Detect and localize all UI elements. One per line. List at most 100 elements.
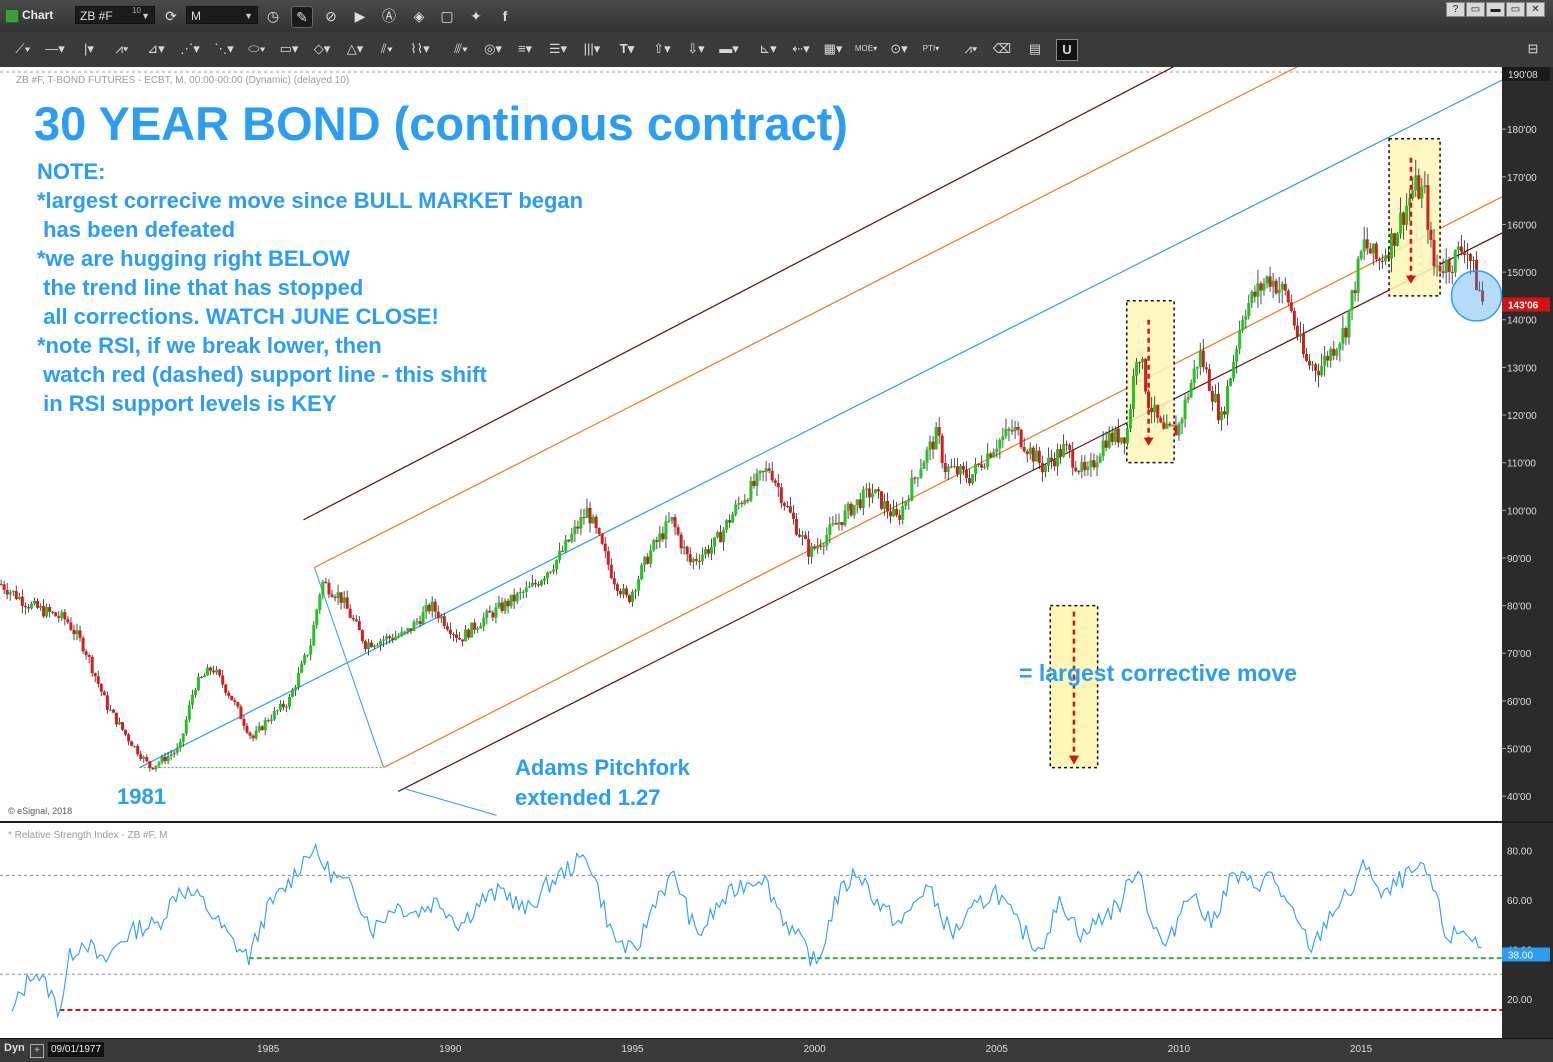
candle-body bbox=[977, 463, 981, 465]
symbol-input[interactable]: ZB #F 10 ▼ bbox=[75, 6, 155, 24]
candle-body bbox=[382, 639, 386, 641]
ellipse-icon[interactable]: ⬭▾ bbox=[248, 41, 266, 56]
candle-body bbox=[849, 503, 853, 516]
zigzag-icon[interactable]: ⩘▾ bbox=[964, 41, 978, 56]
trend-line-upper-parallel-brown bbox=[303, 67, 1175, 521]
trend-line-upper-parallel-orange bbox=[314, 67, 1299, 569]
minimize-button[interactable]: ▬ bbox=[1486, 2, 1505, 17]
bars-icon[interactable]: |||▾ bbox=[583, 41, 601, 56]
moe-icon[interactable]: MOE▾ bbox=[854, 44, 878, 53]
magnet-icon[interactable]: U bbox=[1056, 39, 1078, 61]
arrow-up-icon[interactable]: ⇧▾ bbox=[653, 41, 671, 56]
candle-body bbox=[1007, 429, 1011, 431]
interval-select[interactable]: M ▼ bbox=[186, 6, 258, 24]
price-tick-label: 150'00 bbox=[1507, 268, 1537, 279]
maximize-button[interactable]: ▭ bbox=[1506, 2, 1525, 17]
candle-body bbox=[233, 700, 237, 703]
channel-icon[interactable]: ⫻▾ bbox=[453, 41, 469, 56]
candle-body bbox=[512, 594, 516, 602]
candle-body bbox=[324, 581, 328, 583]
horizontal-line-icon[interactable]: —▾ bbox=[45, 41, 65, 56]
candle-body bbox=[1304, 354, 1308, 361]
candle-body bbox=[521, 592, 525, 594]
fib-icon[interactable]: ⋰▾ bbox=[180, 41, 200, 56]
candle-body bbox=[178, 741, 182, 748]
settings-panel-icon[interactable]: ⊟ bbox=[1527, 41, 1539, 56]
candle-body bbox=[448, 629, 452, 635]
candle-body bbox=[658, 533, 662, 542]
arrow-down-icon[interactable]: ⇩▾ bbox=[687, 41, 705, 56]
expand-icon[interactable]: + bbox=[30, 1044, 44, 1058]
candle-body bbox=[618, 590, 622, 595]
draw-list-icon[interactable]: ▤ bbox=[1028, 41, 1042, 56]
candle-body bbox=[1128, 409, 1132, 429]
arrow-left-icon[interactable]: ⇠▾ bbox=[792, 41, 810, 56]
note-line: *note RSI, if we break lower, then bbox=[37, 333, 382, 358]
line-tool-icon[interactable]: ⟋▾ bbox=[15, 41, 31, 56]
pt-icon[interactable]: ⊙▾ bbox=[890, 41, 908, 56]
refresh-icon[interactable]: ⟳ bbox=[165, 8, 177, 24]
pencil-icon[interactable]: ✎ bbox=[291, 6, 313, 28]
candle-body bbox=[266, 720, 270, 722]
candle-body bbox=[661, 533, 665, 540]
help-button[interactable]: ? bbox=[1446, 2, 1465, 17]
cycles-icon[interactable]: ⌇⌇▾ bbox=[410, 41, 430, 56]
candle-body bbox=[1098, 456, 1102, 463]
candle-body bbox=[770, 470, 774, 481]
pti-icon[interactable]: PTI▾ bbox=[922, 44, 940, 53]
wave-icon[interactable]: ⩘▾ bbox=[115, 41, 129, 56]
text-icon[interactable]: T▾ bbox=[619, 41, 635, 56]
rectangle-icon[interactable]: ▭▾ bbox=[279, 41, 299, 56]
levels-icon[interactable]: ≡▾ bbox=[517, 41, 533, 56]
clock-icon[interactable]: ◷ bbox=[266, 8, 280, 24]
eraser-icon[interactable]: ⌫ bbox=[992, 41, 1012, 56]
candle-body bbox=[336, 592, 340, 598]
play-icon[interactable]: ▶ bbox=[354, 8, 366, 24]
candle-body bbox=[1481, 290, 1485, 302]
price-tick-label: 160'00 bbox=[1507, 220, 1537, 231]
gann-fan-icon[interactable]: ⋱▾ bbox=[214, 41, 234, 56]
candle-body bbox=[1353, 290, 1357, 293]
twitter-icon[interactable]: ✦ bbox=[470, 8, 482, 24]
candle-body bbox=[230, 695, 234, 701]
candle-body bbox=[433, 601, 437, 612]
candle-body bbox=[527, 586, 531, 588]
triangle-icon[interactable]: △▾ bbox=[346, 41, 364, 56]
tag-icon[interactable]: ◈ bbox=[413, 8, 425, 24]
close-button[interactable]: ✕ bbox=[1526, 2, 1545, 17]
candle-body bbox=[1192, 368, 1196, 383]
candle-body bbox=[1141, 358, 1145, 363]
candle-body bbox=[242, 718, 246, 726]
chat-icon[interactable]: ▢ bbox=[440, 8, 454, 24]
candle-body bbox=[330, 594, 334, 597]
title-bar: Chart ZB #F 10 ▼ ⟳ M ▼ ◷ ✎ ⊘ ▶ Ⓐ ◈ ▢ ✦ f… bbox=[0, 0, 1553, 33]
candle-body bbox=[1444, 259, 1448, 273]
restore-button[interactable]: ▭ bbox=[1466, 2, 1485, 17]
parallel-icon[interactable]: ⫽▾ bbox=[380, 41, 394, 56]
candle-body bbox=[1438, 265, 1442, 272]
lines-icon[interactable]: ☰▾ bbox=[548, 41, 568, 56]
alert-icon[interactable]: Ⓐ bbox=[382, 8, 396, 24]
chart-grid-icon[interactable]: ⊾▾ bbox=[759, 41, 777, 56]
candle-body bbox=[500, 602, 504, 612]
circles-icon[interactable]: ◎▾ bbox=[484, 41, 502, 56]
diamond-icon[interactable]: ◇▾ bbox=[313, 41, 331, 56]
chart-area[interactable]: 40'00 50'00 60'00 70'00 80'00 90'00 100'00 110'… bbox=[0, 67, 1553, 1038]
candle-body bbox=[585, 507, 589, 518]
link-icon[interactable]: ⊘ bbox=[325, 8, 337, 24]
candle-body bbox=[940, 435, 944, 463]
fan-icon[interactable]: ⊿▾ bbox=[147, 41, 165, 56]
candle-body bbox=[816, 545, 820, 549]
candle-body bbox=[928, 441, 932, 450]
candle-body bbox=[1150, 407, 1154, 413]
grid-icon[interactable]: ▦▾ bbox=[823, 41, 843, 56]
candle-body bbox=[1426, 185, 1430, 230]
candle-body bbox=[1201, 350, 1205, 368]
rsi-pane bbox=[0, 842, 1502, 1019]
x-tick-label: 1985 bbox=[257, 1044, 280, 1055]
candle-body bbox=[1347, 310, 1351, 338]
vertical-line-icon[interactable]: |▾ bbox=[84, 41, 94, 56]
box-icon[interactable]: ▬▾ bbox=[719, 41, 739, 56]
candle-body bbox=[315, 609, 319, 626]
facebook-icon[interactable]: f bbox=[502, 8, 508, 24]
